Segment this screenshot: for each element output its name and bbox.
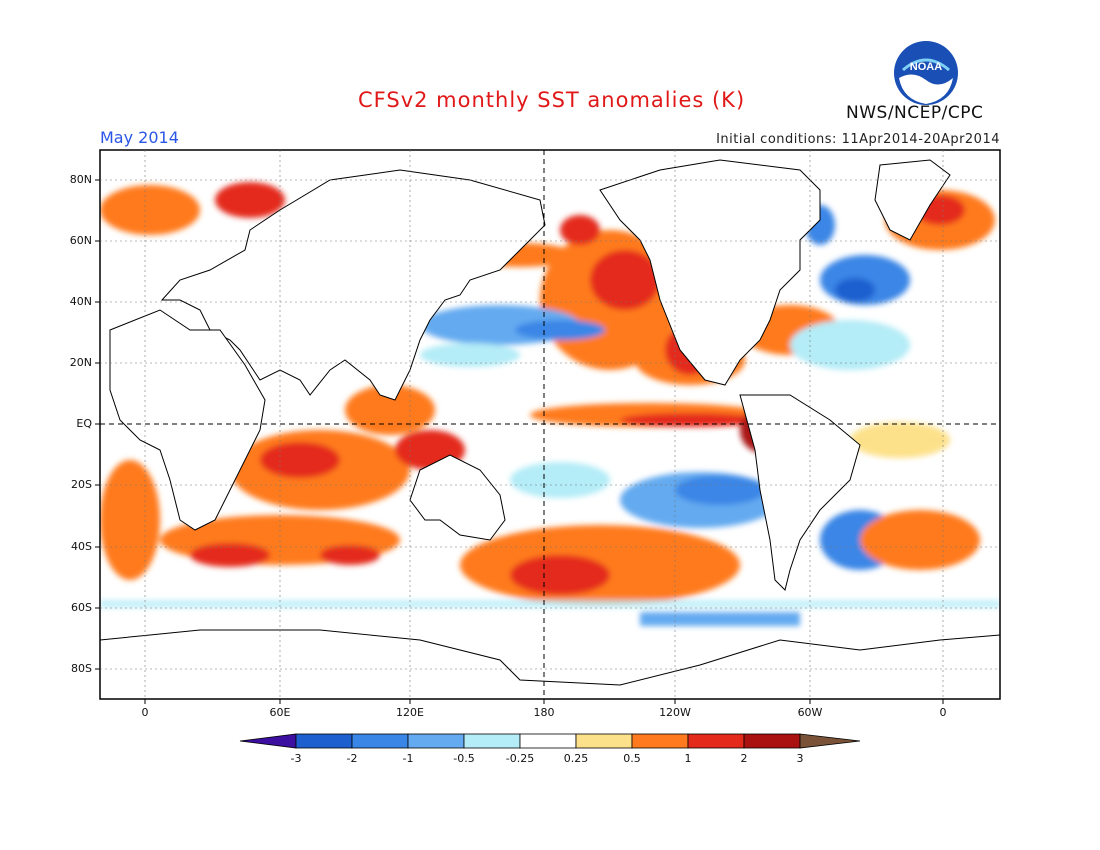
lat-label: EQ [76,417,92,430]
noaa-logo: NOAA [894,41,958,105]
lon-label: 60E [269,706,291,719]
lat-label: 80S [71,662,92,675]
colorbar-label: -1 [402,752,414,765]
colorbar-label: -0.5 [453,752,475,765]
lat-label: 80N [69,173,92,186]
colorbar-label: 2 [740,752,748,765]
lon-label: 120W [659,706,691,719]
agency-label: NWS/NCEP/CPC [846,103,984,123]
lon-label: 120E [396,706,424,719]
colorbar-label: 1 [684,752,692,765]
lat-label: 40S [71,540,92,553]
lat-label: 60N [69,234,92,247]
lon-label: 180 [533,706,555,719]
lat-label: 20S [71,478,92,491]
lon-label: 0 [141,706,149,719]
colorbar [239,733,861,749]
colorbar-label: -3 [290,752,302,765]
lat-label: 60S [71,601,92,614]
colorbar-label: 3 [796,752,804,765]
lat-label: 20N [69,356,92,369]
chart-title: CFSv2 monthly SST anomalies (K) [358,88,746,112]
lat-label: 40N [69,295,92,308]
lon-label: 0 [939,706,947,719]
colorbar-label: 0.25 [563,752,589,765]
colorbar-label: -2 [346,752,358,765]
forecast-period: May 2014 [100,128,179,147]
colorbar-label: 0.5 [623,752,641,765]
initial-conditions: Initial conditions: 11Apr2014-20Apr2014 [716,132,1000,147]
svg-text:NOAA: NOAA [910,61,942,73]
lon-label: 60W [797,706,823,719]
colorbar-label: -0.25 [505,752,535,765]
